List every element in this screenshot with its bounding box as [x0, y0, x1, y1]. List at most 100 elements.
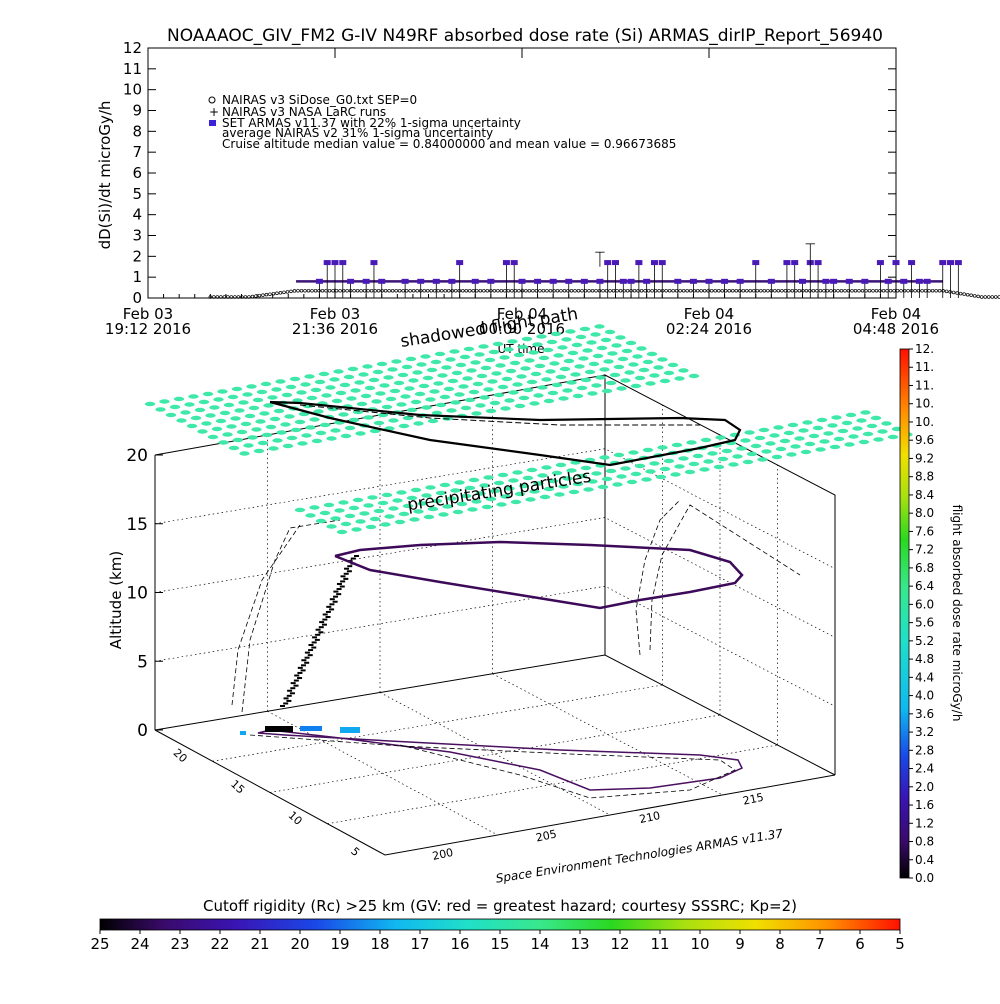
upper-layer-cell — [391, 359, 402, 364]
armas-point-38 — [783, 260, 791, 266]
nairas-point — [755, 288, 760, 293]
armas-point-44 — [830, 278, 838, 284]
lower-layer-cell — [848, 434, 859, 439]
rigidity-tick-label-4: 21 — [250, 935, 269, 953]
armas-point-0 — [315, 278, 323, 284]
upper-layer-cell — [330, 428, 341, 433]
lower-layer-cell — [630, 471, 642, 477]
upper-layer-cell — [325, 385, 336, 390]
y-tick-label-0: 0 — [132, 289, 142, 307]
nairas-point — [685, 288, 689, 293]
upper-layer-cell — [468, 389, 480, 395]
nairas-point — [334, 288, 339, 293]
lower-layer-cell — [305, 513, 316, 518]
upper-layer-cell — [350, 388, 361, 393]
upper-layer-cell — [326, 436, 337, 441]
nairas-point — [871, 288, 875, 293]
upper-layer-cell — [176, 418, 187, 423]
lower-layer-cell — [587, 479, 598, 484]
x-tick-label-line1-4: Feb 04 — [871, 305, 921, 323]
nairas-point — [327, 288, 332, 293]
nairas-point — [482, 288, 486, 293]
lower-layer-cell — [613, 452, 625, 458]
lower-layer-cell — [323, 502, 335, 508]
lower-layer-cell — [518, 483, 530, 489]
upper-layer-cell — [497, 384, 509, 390]
upper-layer-cell — [532, 342, 543, 347]
nairas-point — [965, 292, 970, 297]
upper-layer-cell — [263, 403, 274, 408]
upper-layer-cell — [471, 411, 482, 416]
armas-point-19 — [549, 278, 557, 284]
altitude-axis-ticks: 0 5 10 15 20 — [126, 446, 163, 741]
upper-layer-cell — [580, 377, 592, 383]
nairas-point — [716, 288, 721, 293]
nairas-point — [545, 288, 549, 293]
upper-layer-cell — [579, 326, 591, 332]
y-tick-label-7: 7 — [132, 143, 142, 161]
dose-colorbar-tick-label-9: 3.6 — [915, 707, 934, 721]
ascent-mark — [300, 669, 306, 672]
upper-layer-cell — [566, 380, 577, 385]
upper-layer-cell — [512, 382, 523, 387]
lower-layer-cell — [396, 490, 407, 495]
nairas-point — [229, 295, 234, 299]
upper-layer-cell — [416, 362, 427, 367]
nairas-point — [226, 295, 230, 299]
lower-layer-cell — [580, 465, 592, 471]
upper-layer-cell — [605, 380, 617, 386]
dose-colorbar-tick-label-10: 4.0 — [915, 689, 934, 703]
upper-layer-cell — [260, 381, 272, 387]
rigidity-tick-label-2: 23 — [170, 935, 189, 953]
nairas-point — [657, 288, 661, 293]
ascent-mark — [329, 598, 335, 601]
lower-layer-cell — [642, 447, 654, 453]
dose-colorbar-tick-label-12: 4.8 — [915, 652, 934, 666]
flight-path-3d-panel: precipitating particles shadowed flight … — [107, 304, 913, 886]
upper-layer-cell — [363, 415, 374, 420]
lower-layer-cell — [330, 516, 341, 521]
lower-layer-cell — [431, 498, 443, 504]
nairas-point — [934, 288, 938, 293]
upper-layer-cell — [636, 346, 647, 351]
upper-layer-cell — [507, 339, 518, 344]
y-tick-label-5: 5 — [132, 185, 142, 203]
lower-layer-cell — [686, 440, 697, 445]
nairas-point — [271, 291, 276, 296]
ascent-mark — [283, 697, 289, 700]
upper-layer-cell — [537, 385, 548, 390]
nairas-point — [608, 288, 612, 293]
upper-layer-cell — [201, 421, 212, 426]
lower-layer-cell — [837, 428, 849, 434]
lower-layer-cell — [365, 524, 377, 530]
descent-trace-model-2 — [649, 504, 801, 651]
lower-layer-cell — [467, 507, 478, 512]
lower-layer-cell — [576, 473, 588, 479]
nairas-point — [818, 288, 823, 293]
lower-layer-cell — [363, 503, 374, 508]
upper-layer-cell — [211, 426, 223, 432]
armas-point-4 — [347, 278, 355, 284]
lower-layer-cell — [481, 504, 493, 510]
upper-layer-cell — [483, 387, 494, 392]
lower-layer-cell — [858, 439, 870, 445]
nairas-point — [622, 288, 626, 293]
lower-layer-cell — [522, 475, 534, 481]
upper-layer-cell — [584, 369, 596, 375]
nairas-point — [646, 288, 651, 293]
lower-layer-cell — [779, 438, 791, 444]
legend-marker-armas — [209, 120, 216, 126]
upper-layer-cell — [499, 355, 510, 360]
upper-layer-cell — [368, 377, 380, 383]
upper-layer-cell — [476, 373, 488, 379]
nairas-point — [913, 288, 917, 293]
ground-track-shadow — [257, 729, 744, 791]
upper-layer-cell — [645, 381, 656, 386]
dose-colorbar-tick-label-8: 3.2 — [915, 725, 934, 739]
nairas-point — [552, 288, 556, 293]
upper-layer-cell — [251, 427, 262, 432]
upper-layer-cell — [360, 393, 372, 399]
upper-layer-cell — [596, 345, 608, 351]
nairas-point — [492, 288, 497, 293]
ascent-mark — [297, 671, 303, 674]
